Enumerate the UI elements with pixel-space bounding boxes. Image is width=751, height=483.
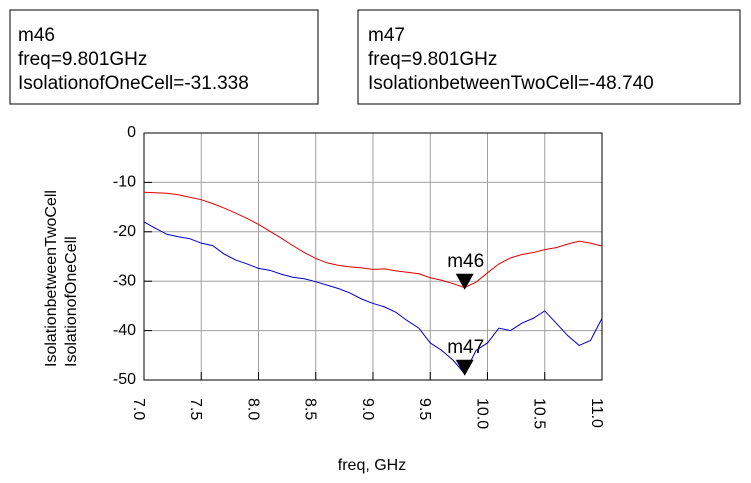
marker-readout: IsolationbetweenTwoCell=-48.740	[368, 73, 654, 94]
legend-entry: IsolationbetweenTwoCell	[43, 190, 60, 367]
marker-label: m46	[447, 251, 484, 272]
x-tick-label: 8.0	[244, 398, 261, 420]
marker-name: m47	[368, 25, 405, 46]
y-tick-label: -20	[113, 223, 136, 240]
series-line	[143, 191, 603, 289]
x-tick-label: 8.5	[302, 398, 319, 420]
y-tick-label: -40	[113, 322, 136, 339]
x-tick-label: 9.5	[416, 398, 433, 420]
marker-box	[9, 9, 319, 105]
plot-frame	[143, 132, 603, 381]
marker-triangle	[455, 359, 474, 376]
marker-triangle	[455, 273, 474, 290]
marker-name: m46	[18, 25, 55, 46]
series-line	[143, 221, 603, 375]
marker-box	[357, 9, 741, 105]
x-tick-label: 7.0	[130, 398, 147, 420]
y-tick-label: -10	[113, 174, 136, 191]
y-tick-label: -50	[113, 371, 136, 388]
x-tick-label: 10.5	[531, 398, 548, 429]
marker-freq: freq=9.801GHz	[18, 49, 147, 70]
y-tick-label: -30	[113, 272, 136, 289]
legend-entry: IsolationofOneCell	[63, 236, 80, 367]
marker-readout: IsolationofOneCell=-31.338	[18, 73, 249, 94]
x-tick-label: 10.0	[473, 398, 490, 429]
marker-label: m47	[447, 337, 484, 358]
x-axis-title: freq, GHz	[338, 457, 406, 474]
marker-freq: freq=9.801GHz	[368, 49, 497, 70]
x-tick-label: 7.5	[187, 398, 204, 420]
x-tick-label: 11.0	[588, 398, 605, 428]
y-tick-label: 0	[127, 124, 136, 141]
x-tick-label: 9.0	[359, 398, 376, 420]
